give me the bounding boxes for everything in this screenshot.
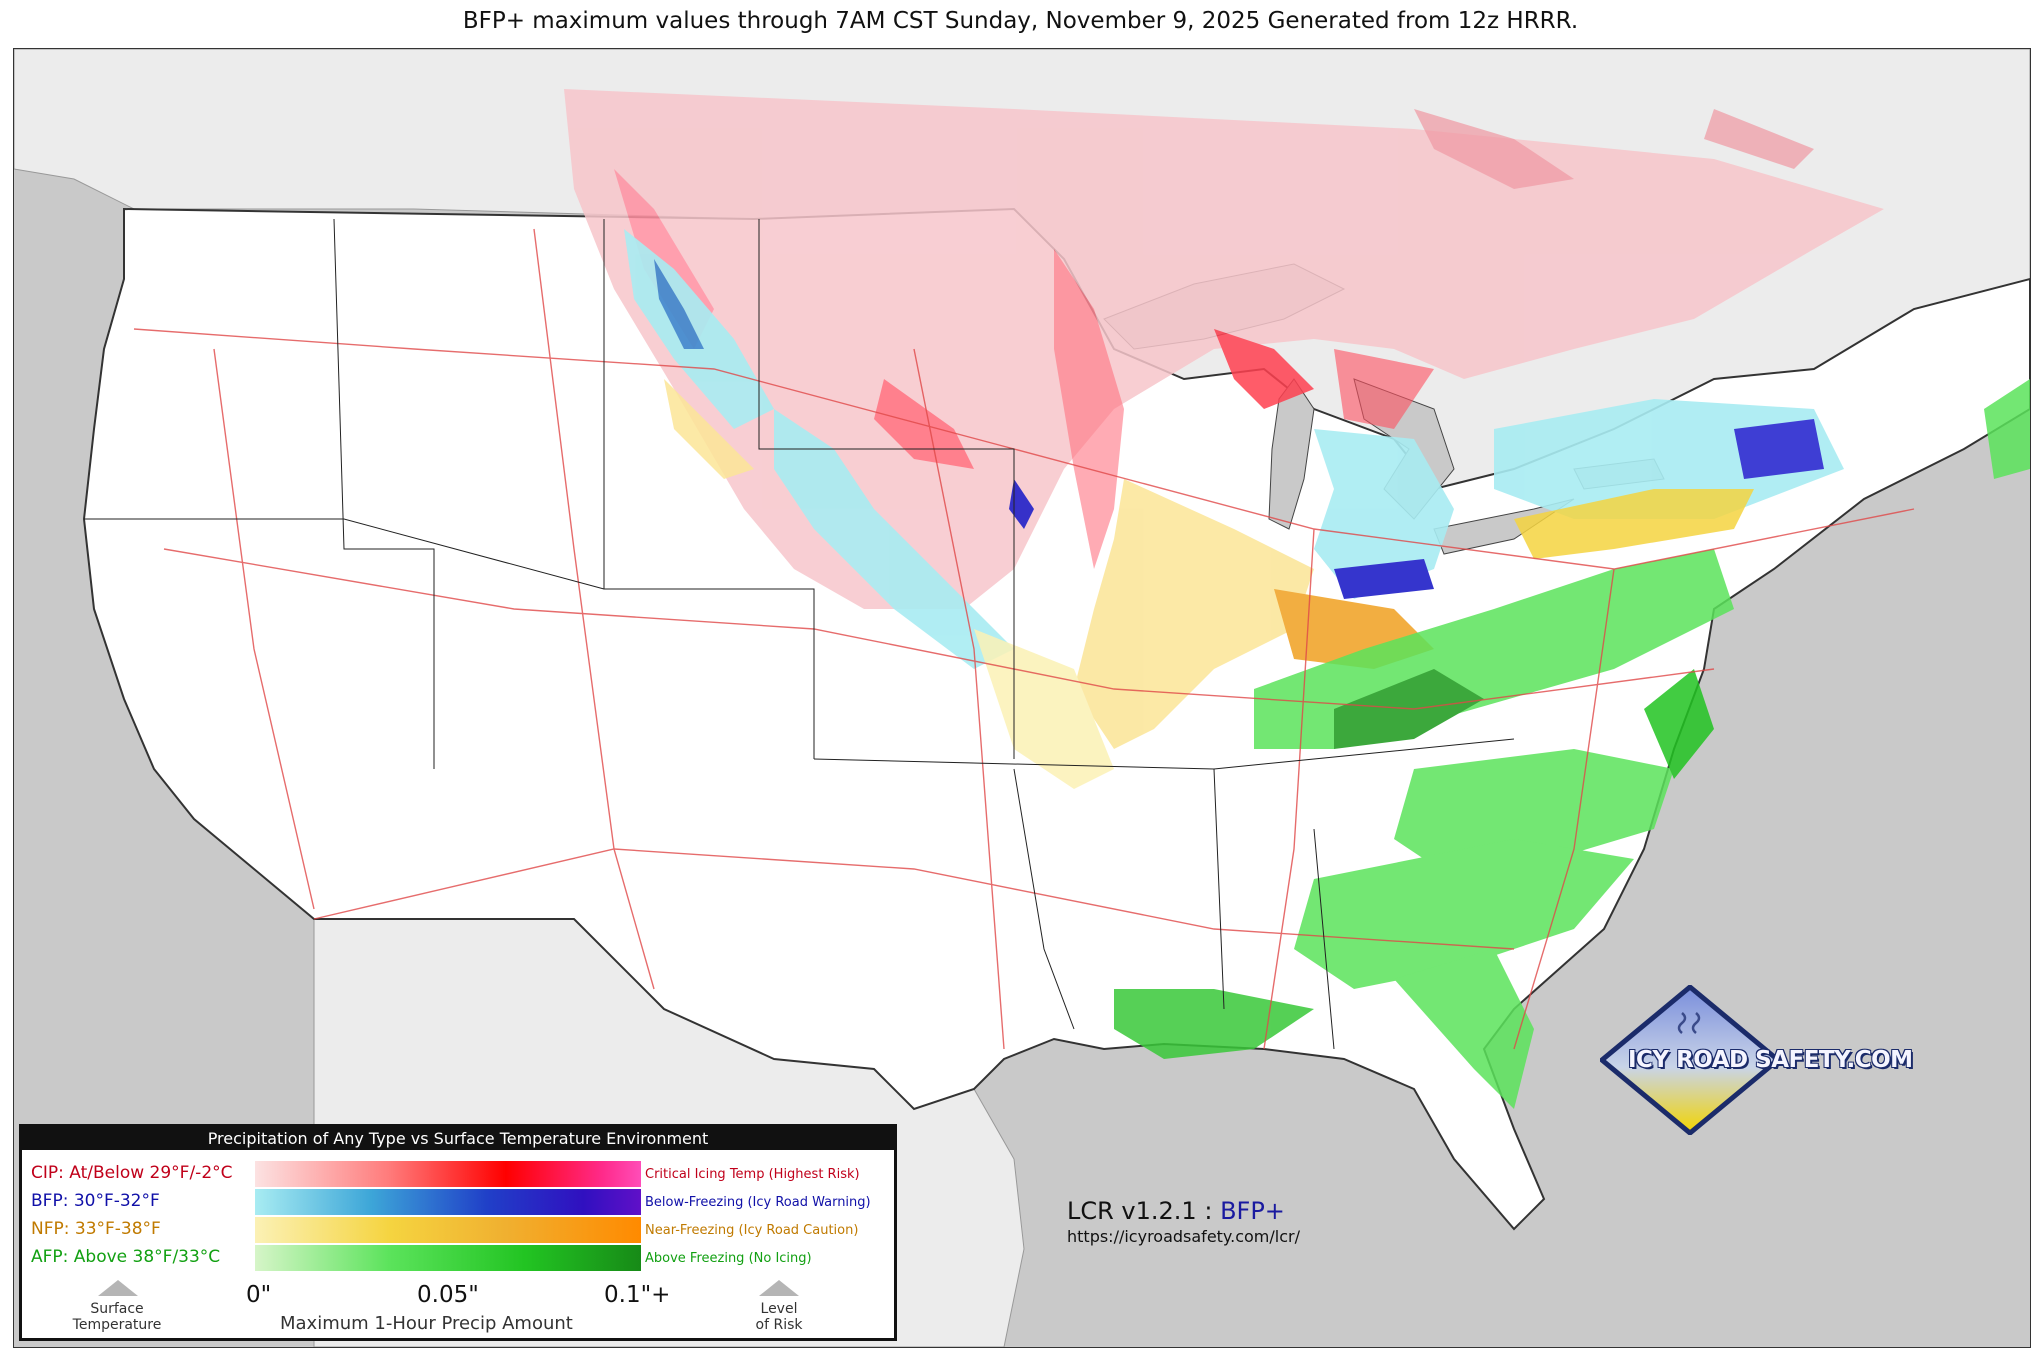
- legend-cip-label: CIP: At/Below 29°F/-2°C: [31, 1163, 233, 1183]
- legend-tick-2: 0.1"+: [604, 1282, 671, 1308]
- logo-text: ICY ROAD SAFETY.COM: [1628, 1047, 1913, 1073]
- product-name: BFP+: [1220, 1197, 1285, 1225]
- cip-precip-area: [564, 89, 1884, 609]
- lake-michigan: [1268, 378, 1315, 530]
- precip-map: [13, 48, 2031, 1348]
- legend-bfp-label: BFP: 30°F-32°F: [31, 1191, 160, 1211]
- nfp-precip-area: [664, 379, 1754, 789]
- legend-cip-desc: Critical Icing Temp (Highest Risk): [645, 1167, 860, 1182]
- legend-axis-title: Maximum 1-Hour Precip Amount: [280, 1313, 573, 1334]
- legend-afp-desc: Above Freezing (No Icing): [645, 1251, 812, 1266]
- legend-afp-bar: [255, 1245, 641, 1271]
- legend-bfp-bar: [255, 1189, 641, 1215]
- icy-road-safety-logo: [1600, 985, 1782, 1135]
- state-borders: [84, 218, 1515, 1050]
- legend-header: Precipitation of Any Type vs Surface Tem…: [22, 1127, 894, 1150]
- legend-tick-0: 0": [246, 1282, 272, 1308]
- legend-nfp-bar: [255, 1217, 641, 1243]
- legend-bfp-desc: Below-Freezing (Icy Road Warning): [645, 1195, 871, 1210]
- surface-temp-arrow-icon: [98, 1280, 138, 1296]
- legend-nfp-desc: Near-Freezing (Icy Road Caution): [645, 1223, 859, 1238]
- surface-temp-caption: Surface Temperature: [72, 1301, 162, 1333]
- map-title: BFP+ maximum values through 7AM CST Sund…: [462, 8, 1579, 34]
- legend-nfp-label: NFP: 33°F-38°F: [31, 1219, 161, 1239]
- afp-precip-area: [1114, 379, 2030, 1109]
- risk-level-caption: Level of Risk: [755, 1301, 803, 1333]
- version-label: LCR v1.2.1 : BFP+: [1067, 1197, 1285, 1225]
- source-url: https://icyroadsafety.com/lcr/: [1067, 1227, 1300, 1246]
- version-text: LCR v1.2.1 :: [1067, 1197, 1213, 1225]
- legend-afp-label: AFP: Above 38°F/33°C: [31, 1247, 221, 1267]
- legend-cip-bar: [255, 1161, 641, 1187]
- legend-tick-1: 0.05": [417, 1282, 479, 1308]
- legend-panel: Precipitation of Any Type vs Surface Tem…: [19, 1124, 897, 1341]
- risk-level-arrow-icon: [759, 1280, 799, 1296]
- bfp-precip-area: [624, 229, 1844, 669]
